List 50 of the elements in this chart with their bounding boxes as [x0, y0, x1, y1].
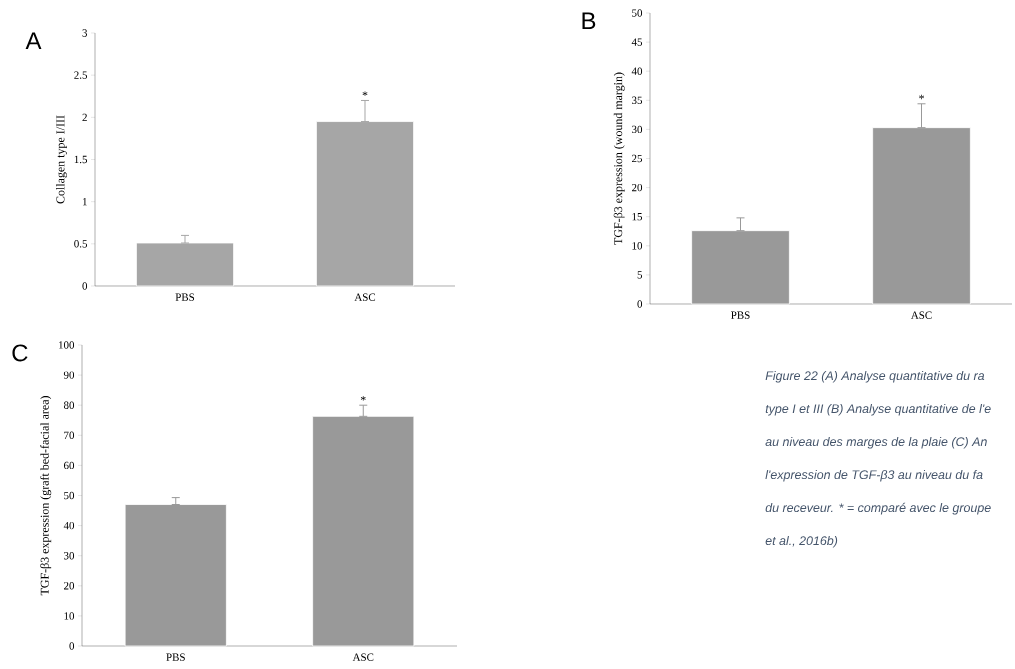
chart-title: C: [12, 344, 28, 362]
x-tick-label: ASC: [352, 653, 374, 661]
text: et al., 2016b): [765, 535, 838, 548]
y-tick-label: 40: [631, 67, 643, 75]
y-tick-label: 50: [632, 9, 643, 17]
text: type I et III (B) Analyse quantitative de l'e: [765, 403, 991, 416]
annotation: *: [919, 94, 924, 100]
text: l'expression de TGF-β3 au niveau du fa: [765, 469, 983, 482]
x-tick-label: PBS: [166, 653, 185, 661]
y-tick-label: 40: [63, 521, 75, 530]
chart-title: A: [25, 32, 42, 49]
caption: Figure 22 (A) Analyse quantitative du ra: [765, 370, 985, 383]
annotation: *: [360, 396, 366, 401]
y-tick-label: 10: [632, 242, 643, 250]
y-tick-label: 0.5: [74, 240, 88, 248]
y-tick-label: 2.5: [74, 71, 88, 79]
y-tick-label: 0: [82, 282, 88, 290]
x-tick-label: PBS: [175, 293, 195, 301]
y-tick-label: 20: [632, 183, 643, 192]
y-axis-title: Collagen type I/III: [56, 115, 67, 204]
x-tick-label: ASC: [910, 311, 932, 319]
y-tick-label: 20: [64, 582, 75, 590]
y-tick-label: 3: [82, 29, 88, 37]
y-tick-label: 15: [632, 213, 643, 221]
y-tick-label: 30: [64, 552, 75, 560]
y-axis-title: TGF-β3 expression (wound margin): [613, 72, 625, 245]
y-tick-label: 1.5: [74, 155, 88, 164]
y-tick-label: 0: [637, 300, 643, 308]
y-tick-label: 70: [64, 431, 75, 439]
y-tick-label: 45: [631, 38, 643, 46]
y-tick-label: 30: [632, 125, 643, 134]
y-tick-label: 60: [63, 461, 75, 470]
annotation: *: [362, 91, 368, 96]
y-tick-label: 2: [82, 113, 87, 121]
y-tick-label: 90: [63, 371, 75, 379]
y-tick-label: 5: [637, 271, 643, 279]
text: du receveur. * = comparé avec le groupe: [765, 502, 991, 515]
y-tick-label: 100: [59, 341, 75, 349]
x-tick-label: PBS: [731, 311, 750, 319]
y-axis-title: TGF-β3 expression (graft bed-facial area): [40, 396, 52, 596]
y-tick-label: 1: [82, 198, 87, 206]
y-tick-label: 80: [63, 401, 75, 409]
y-tick-label: 0: [69, 642, 75, 650]
text: au niveau des marges de la plaie (C) An: [765, 436, 987, 449]
y-tick-label: 10: [64, 612, 75, 620]
y-tick-label: 35: [632, 96, 643, 104]
x-tick-label: ASC: [354, 293, 376, 301]
y-tick-label: 25: [632, 154, 643, 163]
y-tick-label: 50: [64, 491, 75, 500]
chart-title: B: [582, 12, 596, 29]
